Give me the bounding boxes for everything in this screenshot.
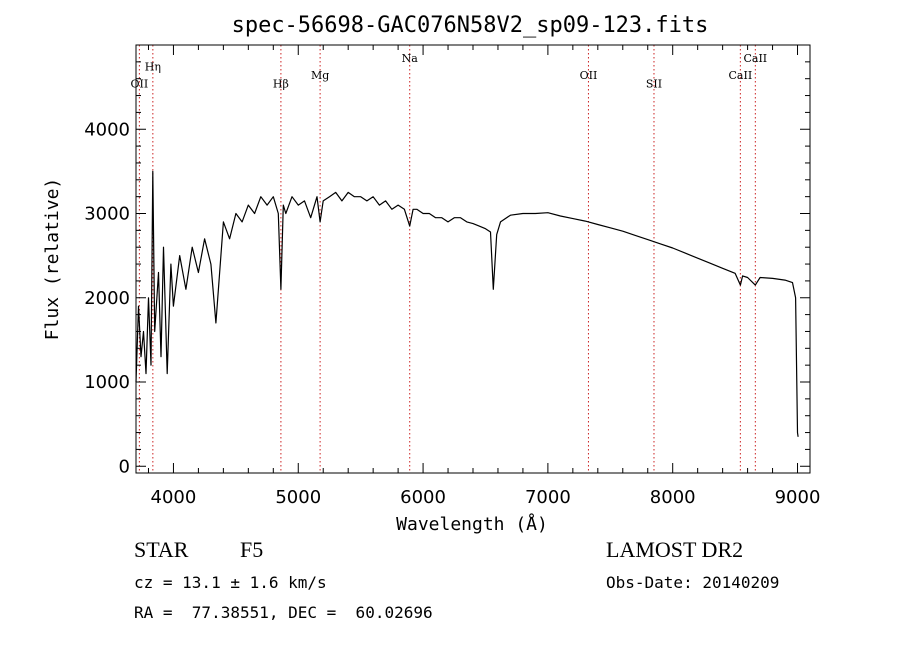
object-subclass: F5: [240, 537, 264, 562]
x-tick-label: 4000: [151, 487, 197, 508]
object-class: STAR: [134, 537, 189, 562]
x-tick-label: 9000: [775, 487, 821, 508]
chart-title: spec-56698-GAC076N58V2_sp09-123.fits: [232, 13, 709, 38]
x-axis-label: Wavelength (Å): [396, 513, 548, 535]
spectrum-line: [135, 170, 799, 437]
line-markers: OII Hη Hβ Mg Na OII SII CaII CaII: [131, 45, 767, 473]
line-marker-label: SII: [646, 78, 662, 91]
line-marker-label: OII: [580, 69, 598, 82]
axis-ticks: 4000 5000 6000 7000 8000 9000 0 1000 2000 3000 400…: [84, 45, 820, 508]
x-tick-label: 7000: [525, 487, 571, 508]
coordinates: RA = 77.38551, DEC = 60.02696: [134, 603, 433, 622]
spectrum-chart: spec-56698-GAC076N58V2_sp09-123.fits OII…: [42, 13, 820, 535]
line-marker-label: CaII: [729, 69, 753, 82]
x-tick-label: 5000: [275, 487, 321, 508]
obs-date: Obs-Date: 20140209: [606, 573, 780, 592]
x-tick-label: 6000: [400, 487, 446, 508]
line-marker-label: Hη: [145, 61, 161, 74]
survey-name: LAMOST DR2: [606, 537, 744, 562]
line-marker-label: Na: [402, 52, 419, 65]
redshift-text: cz = 13.1 ± 1.6 km/s: [134, 573, 327, 592]
line-marker-label: CaII: [743, 52, 767, 65]
plot-frame: [135, 44, 811, 474]
y-tick-label: 2000: [84, 288, 130, 309]
x-tick-label: 8000: [650, 487, 696, 508]
y-tick-label: 4000: [84, 119, 130, 140]
y-tick-label: 3000: [84, 204, 130, 225]
line-marker-label: Mg: [311, 69, 329, 82]
y-tick-label: 1000: [84, 372, 130, 393]
y-axis-label: Flux (relative): [42, 178, 63, 341]
line-marker-label: OII: [131, 78, 149, 91]
line-marker-label: Hβ: [273, 78, 289, 91]
y-tick-label: 0: [119, 456, 130, 477]
